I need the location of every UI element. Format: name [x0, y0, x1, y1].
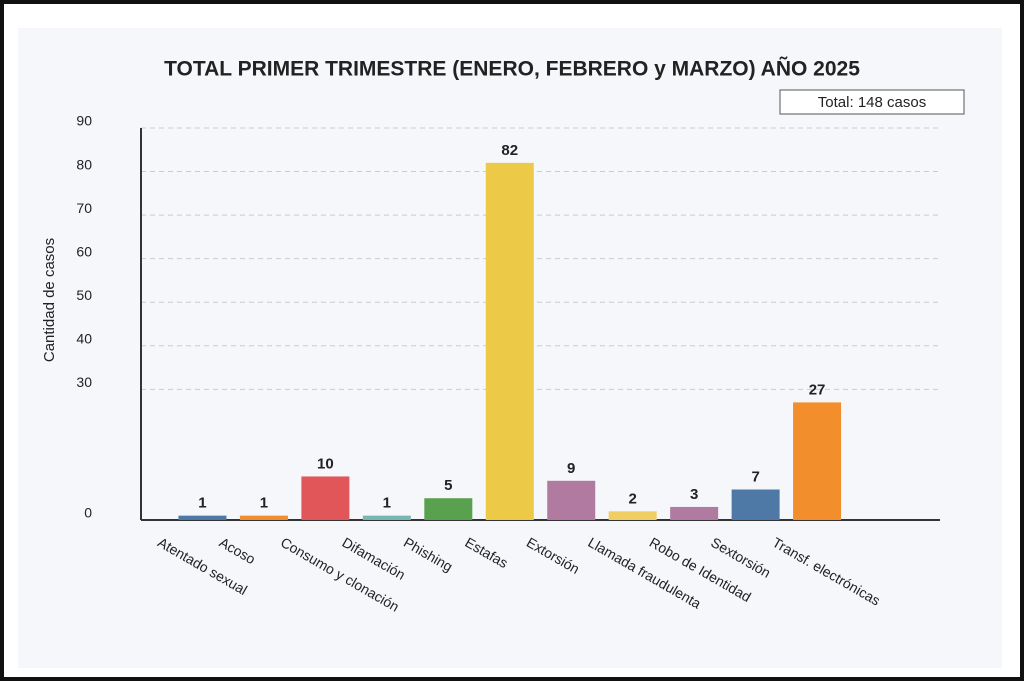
value-label: 5 [444, 477, 452, 494]
value-label: 1 [198, 495, 206, 512]
y-tick-label: 30 [76, 374, 92, 390]
value-label: 1 [260, 495, 268, 512]
value-label: 10 [317, 455, 334, 472]
y-tick-label: 0 [84, 505, 92, 521]
chart-title: TOTAL PRIMER TRIMESTRE (ENERO, FEBRERO y… [164, 58, 860, 81]
value-label: 3 [690, 486, 698, 503]
y-tick-label: 50 [76, 287, 92, 303]
y-axis-label: Cantidad de casos [41, 238, 58, 362]
y-tick-label: 90 [76, 113, 92, 129]
bar [301, 476, 350, 520]
value-label: 9 [567, 460, 575, 477]
bar [670, 506, 719, 520]
bar [485, 162, 534, 520]
y-tick-label: 40 [76, 330, 92, 346]
bar [239, 515, 288, 520]
value-label: 82 [501, 142, 518, 159]
bar [178, 515, 227, 520]
bar [731, 489, 780, 520]
y-tick-label: 70 [76, 200, 92, 216]
value-label: 2 [629, 490, 637, 507]
y-tick-label: 80 [76, 156, 92, 172]
bar [362, 515, 411, 520]
annotation: Total: 148 casos [818, 94, 926, 111]
bar [793, 402, 842, 520]
annotation-box [779, 89, 965, 115]
value-label: 7 [751, 468, 759, 485]
bar [547, 480, 596, 520]
y-tick-label: 60 [76, 243, 92, 259]
bar [608, 511, 657, 520]
chart: TOTAL PRIMER TRIMESTRE (ENERO, FEBRERO y… [18, 28, 1002, 668]
value-label: 1 [383, 495, 391, 512]
value-label: 27 [809, 381, 826, 398]
bar [424, 498, 473, 520]
